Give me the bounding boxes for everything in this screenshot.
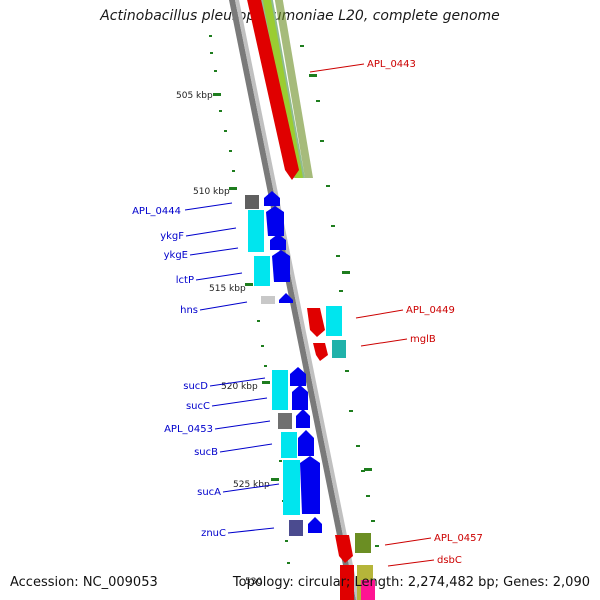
tick-dash-icon xyxy=(342,271,350,274)
block-arrow-icon xyxy=(292,385,308,410)
tick-label: 530 xyxy=(245,577,262,587)
block-arrow-icon xyxy=(266,206,284,236)
left-label-connectors xyxy=(184,202,280,534)
tick-dash-icon xyxy=(271,478,279,481)
tick-label: 510 kbp xyxy=(193,187,230,197)
block-arrow-icon xyxy=(296,409,310,428)
tick-label: 525 kbp xyxy=(233,480,270,490)
forward-strand-features xyxy=(245,191,322,536)
tick-dash-icon xyxy=(309,74,317,77)
forward-gene-labels: APL_0444 ykgF ykgE lctP hns sucD sucC AP… xyxy=(132,206,226,539)
block-arrow-icon xyxy=(298,430,314,456)
block-arrow-icon xyxy=(279,293,293,303)
block-arrow-icon xyxy=(272,250,290,282)
tick-marks xyxy=(213,74,372,481)
block-arrow-icon xyxy=(264,191,280,206)
gene-label-apl-0457[interactable]: APL_0457 xyxy=(434,533,483,544)
tick-label: 520 kbp xyxy=(221,382,258,392)
tick-label: 505 kbp xyxy=(176,91,213,101)
tick-dash-icon xyxy=(213,93,221,96)
feature-tracks-top xyxy=(247,0,313,180)
block-arrow-icon xyxy=(300,456,320,514)
block-arrow-icon xyxy=(290,367,306,386)
gene-label-lctp[interactable]: lctP xyxy=(176,275,194,286)
block-arrow-icon xyxy=(270,234,286,250)
tick-dash-icon xyxy=(229,187,237,190)
block-arrow-icon xyxy=(247,0,299,180)
reverse-strand-features xyxy=(307,306,375,600)
block-arrow-icon xyxy=(307,308,325,337)
gene-label-sucb[interactable]: sucB xyxy=(194,447,218,458)
block-arrow-icon xyxy=(308,517,322,533)
gene-label-apl-0444[interactable]: APL_0444 xyxy=(132,206,181,217)
gene-label-znuc[interactable]: znuC xyxy=(201,528,226,539)
gene-label-succ[interactable]: sucC xyxy=(186,401,210,412)
block-arrow-icon xyxy=(335,535,353,563)
tick-dash-icon xyxy=(262,381,270,384)
tick-label: 515 kbp xyxy=(209,284,246,294)
gene-label-mglb[interactable]: mglB xyxy=(410,334,436,345)
gene-label-apl-0453[interactable]: APL_0453 xyxy=(164,424,213,435)
gene-label-ykge[interactable]: ykgE xyxy=(164,250,188,261)
outer-dotted-ring-right xyxy=(300,45,379,547)
gene-label-dsbc[interactable]: dsbC xyxy=(437,555,462,566)
block-arrow-icon xyxy=(313,343,328,361)
gene-label-suca[interactable]: sucA xyxy=(197,487,221,498)
right-label-connectors xyxy=(309,63,435,567)
gene-label-apl-0449[interactable]: APL_0449 xyxy=(406,305,455,316)
reverse-gene-labels: APL_0443 APL_0449 mglB APL_0457 dsbC xyxy=(367,59,483,566)
gene-label-sucd[interactable]: sucD xyxy=(183,381,208,392)
gene-label-ykgf[interactable]: ykgF xyxy=(160,231,184,242)
tick-dash-icon xyxy=(245,283,253,286)
accession-text: Accession: NC_009053 xyxy=(10,575,158,590)
tick-dash-icon xyxy=(364,468,372,471)
gene-label-apl-0443[interactable]: APL_0443 xyxy=(367,59,416,70)
map-title: Actinobacillus pleuropneumoniae L20, com… xyxy=(100,8,500,24)
gene-label-hns[interactable]: hns xyxy=(180,305,198,316)
genome-summary-text: Topology: circular; Length: 2,274,482 bp… xyxy=(232,575,590,590)
